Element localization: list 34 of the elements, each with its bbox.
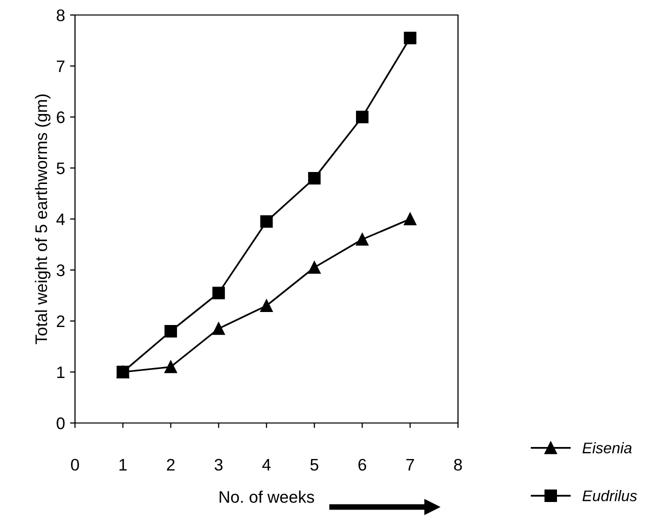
y-tick-label: 2 <box>56 315 64 328</box>
x-tick-label: 2 <box>166 458 175 470</box>
x-tick-label: 7 <box>406 459 414 470</box>
y-tick-label: 5 <box>56 162 65 174</box>
x-tick-label: 5 <box>310 459 318 471</box>
point <box>212 286 225 300</box>
point <box>212 322 225 335</box>
y-tick-label: 8 <box>56 9 65 22</box>
x-axis-title: No. of weeks <box>220 490 314 503</box>
point <box>308 172 321 184</box>
point <box>404 212 416 226</box>
x-tick-label: 1 <box>120 459 127 470</box>
y-tick-label: 7 <box>56 60 64 72</box>
y-tick-label: 4 <box>56 214 65 226</box>
point <box>260 215 273 228</box>
point <box>404 32 416 44</box>
y-axis-title: Total weight of 5 earthworms (gm) <box>34 94 50 344</box>
x-tick-label: 8 <box>454 458 462 471</box>
y-tick-label: 0 <box>56 417 65 430</box>
y-tick-label: 1 <box>57 366 64 378</box>
y-tick-label: 3 <box>56 264 65 276</box>
point <box>356 233 368 246</box>
point <box>164 360 177 374</box>
point <box>164 324 177 338</box>
x-tick-label: 4 <box>262 459 271 470</box>
x-tick-label: 0 <box>71 458 79 471</box>
legend-label: Eudrilus <box>582 490 637 502</box>
point <box>356 110 368 124</box>
x-tick-label: 3 <box>214 458 223 471</box>
legend-label: Eisenia <box>582 442 632 454</box>
y-tick-label: 6 <box>56 111 65 124</box>
x-tick-label: 6 <box>358 458 366 471</box>
point <box>260 299 273 312</box>
point <box>308 261 321 274</box>
